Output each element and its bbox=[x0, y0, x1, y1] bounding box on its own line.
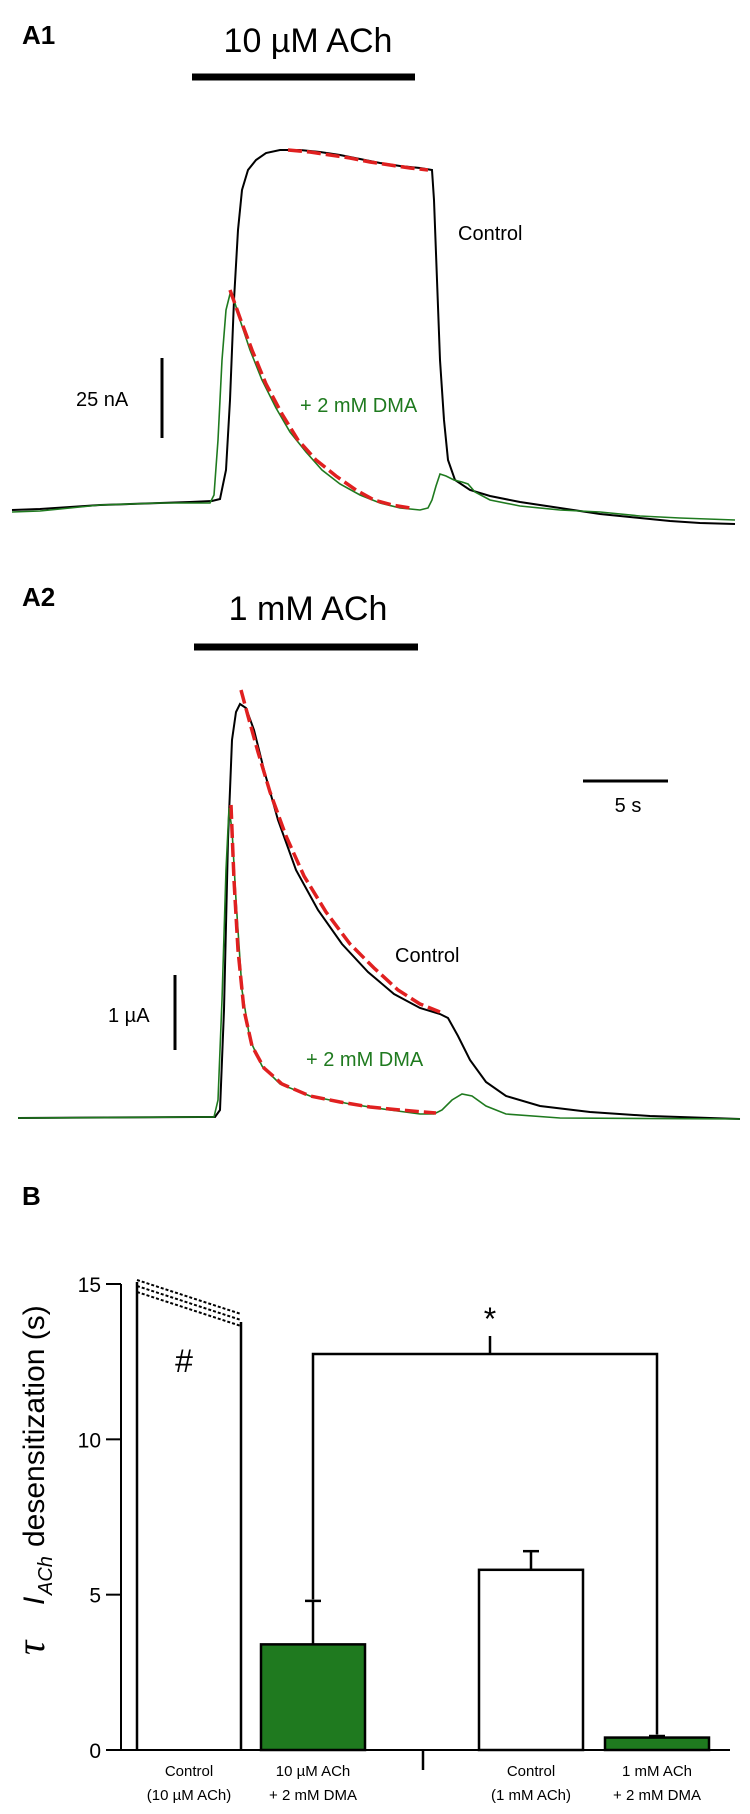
fit-control-a1 bbox=[287, 148, 429, 172]
trace-label-dma-a1: + 2 mM DMA bbox=[300, 395, 418, 417]
x-tick-label: + 2 mM DMA bbox=[269, 1787, 357, 1804]
x-tick-label: Control bbox=[165, 1763, 213, 1780]
trace-label-control-a2: Control bbox=[395, 945, 459, 967]
panel-a2: A2 1 mM ACh Control + 2 mM DMA 1 µA 5 s bbox=[17, 582, 741, 1120]
panel-label-a2: A2 bbox=[22, 582, 55, 612]
agonist-label-a1: 10 µM ACh bbox=[224, 22, 393, 60]
y-tick-label: 5 bbox=[89, 1585, 101, 1608]
bar bbox=[477, 1568, 585, 1752]
scale-label-current-a2: 1 µA bbox=[108, 1005, 150, 1027]
y-axis-label-text: desensitization (s) bbox=[18, 1305, 51, 1547]
x-tick-label: (10 µM ACh) bbox=[147, 1787, 232, 1804]
fit-control-a2 bbox=[239, 689, 441, 1014]
scale-label-current-a1: 25 nA bbox=[76, 389, 129, 411]
y-axis-label-sub: ACh bbox=[35, 1556, 57, 1596]
bar-break-line bbox=[136, 1291, 242, 1327]
x-tick-label: 10 µM ACh bbox=[276, 1763, 351, 1780]
significance-bracket bbox=[311, 1352, 659, 1735]
trace-control-a1 bbox=[11, 149, 736, 525]
scale-label-time-a2: 5 s bbox=[615, 795, 642, 817]
bar bbox=[259, 1643, 367, 1752]
significance-star: * bbox=[484, 1301, 496, 1337]
bar-break-line bbox=[136, 1279, 242, 1315]
panel-a1: A1 10 µM ACh Control + 2 mM DMA 25 nA bbox=[11, 20, 736, 525]
trace-dma-a1 bbox=[11, 292, 736, 521]
bar bbox=[603, 1736, 711, 1752]
hash-annotation: # bbox=[175, 1343, 193, 1379]
panel-label-a1: A1 bbox=[22, 20, 55, 50]
fit-dma-a1 bbox=[228, 289, 411, 510]
y-tick-label: 10 bbox=[78, 1429, 101, 1452]
trace-label-control-a1: Control bbox=[458, 223, 522, 245]
y-tick-label: 15 bbox=[78, 1274, 101, 1297]
y-axis-label-tau: τ bbox=[8, 1639, 53, 1655]
x-tick-label: 1 mM ACh bbox=[622, 1763, 692, 1780]
bar-break-line bbox=[136, 1285, 242, 1321]
y-axis-label: τ I ACh desensitization (s) bbox=[8, 1305, 57, 1655]
agonist-label-a2: 1 mM ACh bbox=[229, 590, 388, 628]
y-tick-label: 0 bbox=[89, 1740, 101, 1763]
trace-label-dma-a2: + 2 mM DMA bbox=[306, 1049, 424, 1071]
bar-chart-b: 0 5 10 15 Control (10 µM ACh) 10 µM ACh + 2 mM … bbox=[78, 1274, 711, 1804]
x-tick-label: + 2 mM DMA bbox=[613, 1787, 701, 1804]
trace-dma-a2 bbox=[17, 807, 741, 1120]
x-tick-label: (1 mM ACh) bbox=[491, 1787, 571, 1804]
y-axis-label-i: I bbox=[18, 1597, 51, 1605]
x-tick-label: Control bbox=[507, 1763, 555, 1780]
fit-dma-a2 bbox=[229, 804, 437, 1115]
trace-control-a2 bbox=[17, 702, 741, 1120]
panel-label-b: B bbox=[22, 1181, 41, 1211]
panel-b: B τ I ACh desensitization (s) 0 5 10 15 Cont… bbox=[8, 1181, 730, 1804]
